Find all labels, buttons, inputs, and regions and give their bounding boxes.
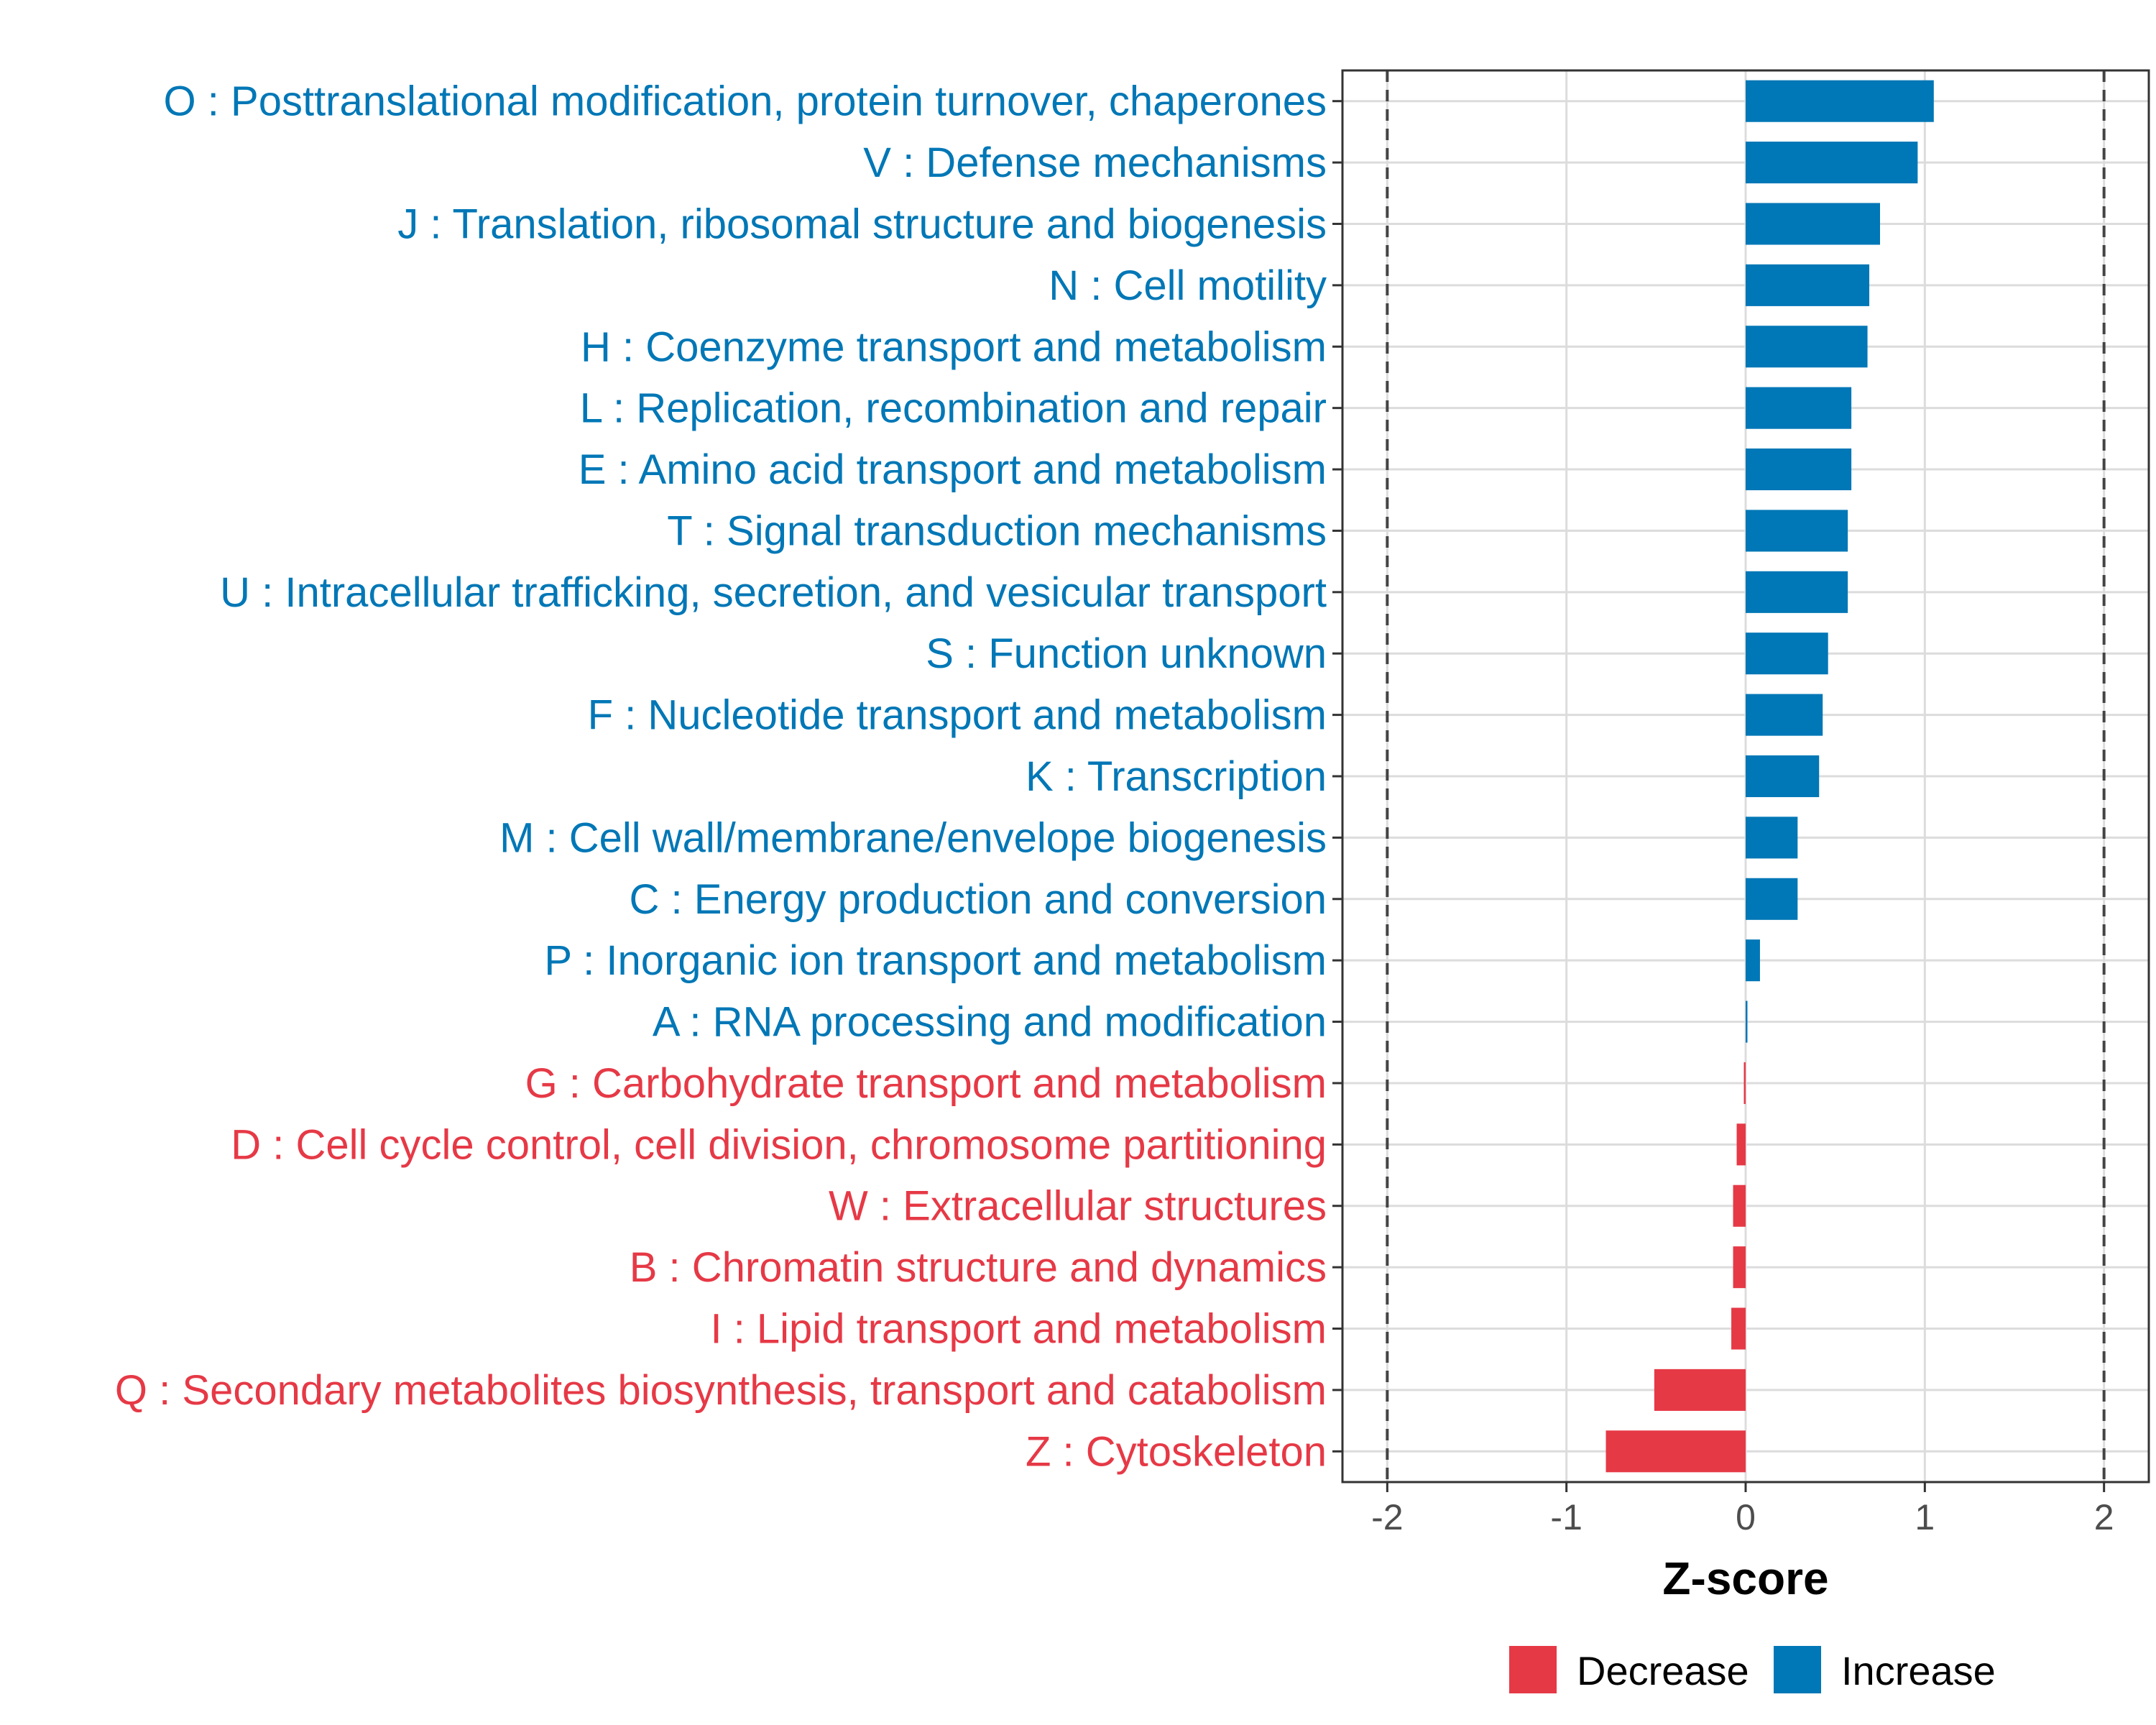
bar-k [1746, 755, 1820, 798]
category-label: E : Amino acid transport and metabolism [579, 446, 1327, 493]
bar-z [1606, 1430, 1746, 1473]
category-label: M : Cell wall/membrane/envelope biogenes… [499, 814, 1327, 861]
bar-t [1746, 510, 1848, 552]
legend-label-increase: Increase [1841, 1648, 1996, 1693]
bar-o [1746, 80, 1934, 122]
x-axis-title: Z-score [1662, 1552, 1828, 1604]
reference-lines [1386, 70, 2106, 1482]
x-tick-label: 0 [1736, 1497, 1756, 1537]
bar-i [1731, 1307, 1746, 1350]
bars [1606, 80, 1934, 1473]
category-label: N : Cell motility [1049, 262, 1327, 309]
bar-b [1733, 1246, 1746, 1289]
category-label: T : Signal transduction mechanisms [667, 507, 1327, 554]
legend-swatch-increase [1774, 1646, 1821, 1693]
category-label: G : Carbohydrate transport and metabolis… [525, 1060, 1327, 1107]
bar-d [1736, 1123, 1746, 1166]
category-label: W : Extracellular structures [829, 1183, 1327, 1230]
category-label: A : RNA processing and modification [653, 999, 1327, 1046]
bar-v [1746, 142, 1918, 184]
bar-u [1746, 571, 1848, 613]
category-label: L : Replication, recombination and repai… [580, 385, 1327, 432]
category-label: P : Inorganic ion transport and metaboli… [544, 937, 1327, 984]
bar-n [1746, 264, 1870, 306]
category-label: F : Nucleotide transport and metabolism [588, 692, 1327, 739]
x-tick-label: -2 [1371, 1497, 1403, 1537]
category-label: J : Translation, ribosomal structure and… [397, 201, 1327, 247]
bar-h [1746, 326, 1868, 368]
category-label: H : Coenzyme transport and metabolism [581, 323, 1327, 370]
category-label: I : Lipid transport and metabolism [710, 1306, 1327, 1353]
bar-s [1746, 632, 1828, 675]
category-label: S : Function unknown [926, 630, 1327, 677]
x-tick-label: -1 [1550, 1497, 1582, 1537]
bar-c [1746, 878, 1798, 920]
bar-w [1733, 1184, 1746, 1227]
legend: Decrease Increase [1509, 1646, 1996, 1693]
bar-j [1746, 203, 1880, 245]
category-label: V : Defense mechanisms [863, 139, 1327, 186]
category-label: O : Posttranslational modification, prot… [164, 78, 1327, 125]
category-label: Z : Cytoskeleton [1026, 1428, 1327, 1475]
y-axis: O : Posttranslational modification, prot… [115, 78, 1342, 1475]
x-tick-label: 1 [1915, 1497, 1935, 1537]
bar-g [1743, 1062, 1746, 1104]
bar-l [1746, 387, 1852, 429]
bar-e [1746, 448, 1852, 491]
category-label: Q : Secondary metabolites biosynthesis, … [115, 1367, 1327, 1414]
legend-swatch-decrease [1509, 1646, 1557, 1693]
legend-label-decrease: Decrease [1577, 1648, 1749, 1693]
x-tick-label: 2 [2094, 1497, 2114, 1537]
category-label: B : Chromatin structure and dynamics [630, 1244, 1327, 1291]
category-label: D : Cell cycle control, cell division, c… [231, 1121, 1327, 1168]
category-label: C : Energy production and conversion [630, 876, 1327, 923]
bar-f [1746, 694, 1823, 736]
bar-m [1746, 816, 1798, 859]
bar-a [1746, 1000, 1748, 1043]
x-axis: -2 -1 0 1 2 [1371, 1482, 2114, 1537]
category-label: U : Intracellular trafficking, secretion… [220, 569, 1327, 616]
bar-q [1654, 1368, 1746, 1411]
category-label: K : Transcription [1026, 753, 1327, 800]
bar-p [1746, 939, 1760, 982]
